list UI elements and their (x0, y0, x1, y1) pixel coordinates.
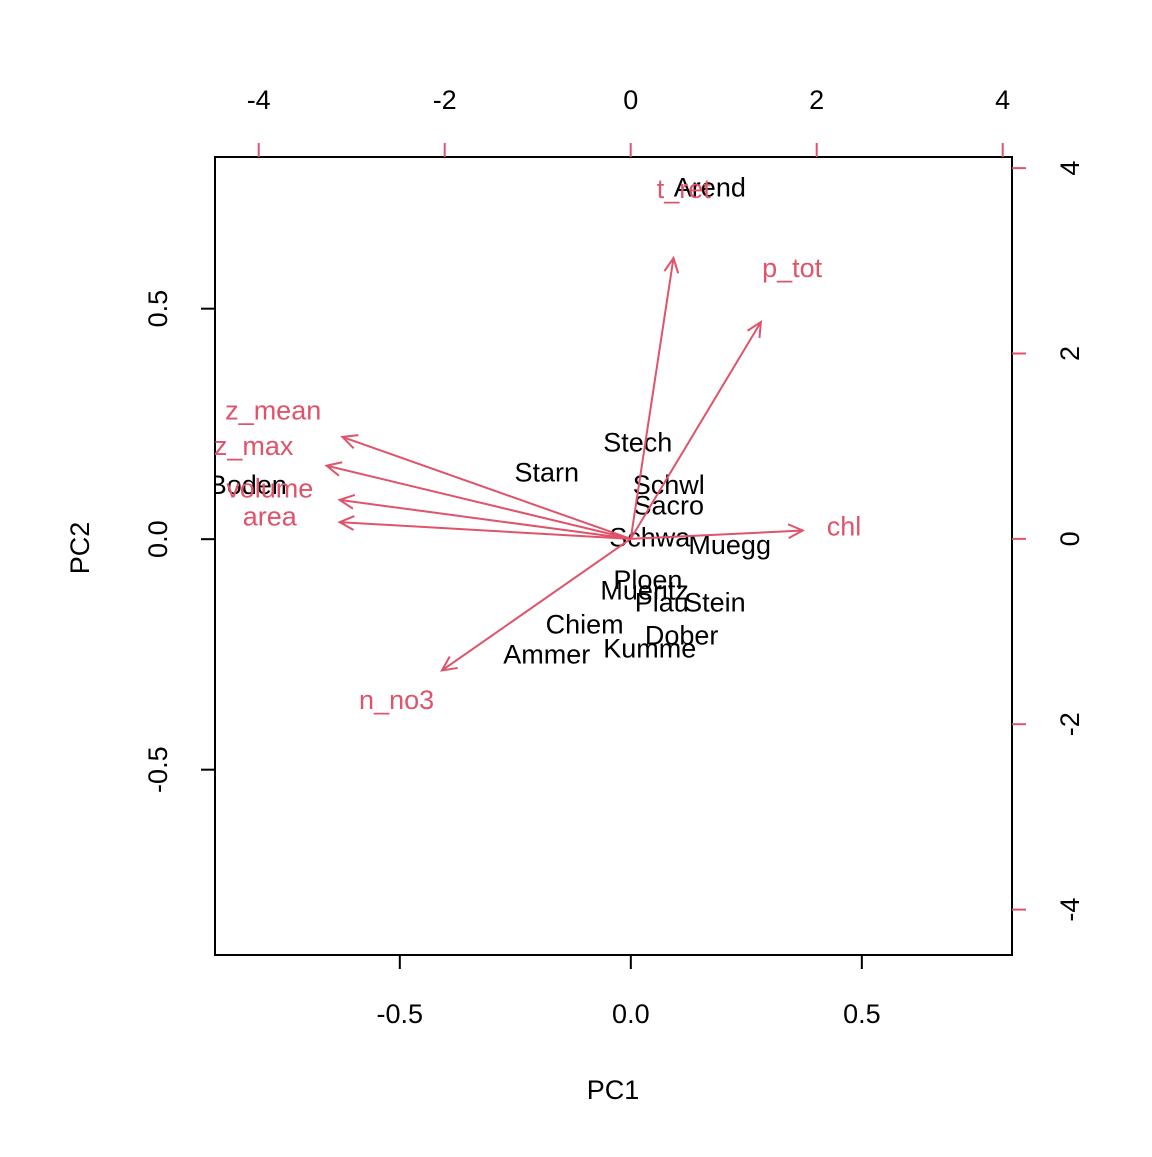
observation-label: Chiem (546, 609, 624, 639)
y-tick-label: 0.0 (143, 520, 173, 558)
x2-tick-label: 2 (809, 85, 824, 115)
x-axis-title: PC1 (587, 1075, 640, 1105)
y2-tick-label: 0 (1055, 531, 1085, 546)
observation-label: Plau (635, 587, 689, 617)
observation-label: Starn (514, 457, 579, 487)
x2-tick-label: 4 (995, 85, 1010, 115)
observation-label: Mueritz (600, 575, 689, 605)
y-tick-label: 0.5 (143, 290, 173, 328)
loading-label: z_max (214, 431, 294, 461)
loading-label: n_no3 (359, 685, 434, 715)
observation-label: Boden (209, 470, 287, 500)
x-tick-label: -0.5 (377, 999, 424, 1029)
loading-arrow (629, 320, 763, 540)
loading-arrow (337, 493, 631, 540)
y2-tick-label: 4 (1055, 161, 1085, 176)
y2-tick-label: -4 (1055, 898, 1085, 922)
x2-tick-label: 0 (623, 85, 638, 115)
loading-label: p_tot (762, 253, 823, 283)
loading-label: chl (827, 512, 862, 542)
loading-arrow (630, 523, 806, 540)
loading-arrow (337, 515, 631, 540)
loading-arrow (324, 461, 631, 540)
y2-tick-label: -2 (1055, 712, 1085, 736)
observation-label: Ploen (613, 565, 682, 595)
loading-label: z_mean (225, 396, 321, 426)
x-tick-label: 0.5 (843, 999, 881, 1029)
observation-label: Ammer (503, 639, 590, 669)
y-axis-title: PC2 (65, 522, 95, 575)
x2-tick-label: -2 (433, 85, 457, 115)
x-tick-label: 0.0 (612, 999, 650, 1029)
observation-label: Stein (684, 587, 746, 617)
y-tick-label: -0.5 (143, 746, 173, 793)
loading-label: area (243, 501, 298, 531)
loading-arrow (440, 538, 632, 672)
observation-label: Arend (674, 172, 746, 202)
loading-label: volume (226, 474, 313, 504)
plot-box (214, 156, 1013, 956)
x2-tick-label: -4 (247, 85, 271, 115)
loading-arrow (629, 255, 680, 540)
observation-label: Stech (603, 427, 672, 457)
loading-arrow (340, 434, 632, 540)
observation-label: Dober (645, 620, 719, 650)
observation-label: Kumme (603, 633, 696, 663)
loading-label: t_ret (657, 174, 712, 204)
y2-tick-label: 2 (1055, 346, 1085, 361)
